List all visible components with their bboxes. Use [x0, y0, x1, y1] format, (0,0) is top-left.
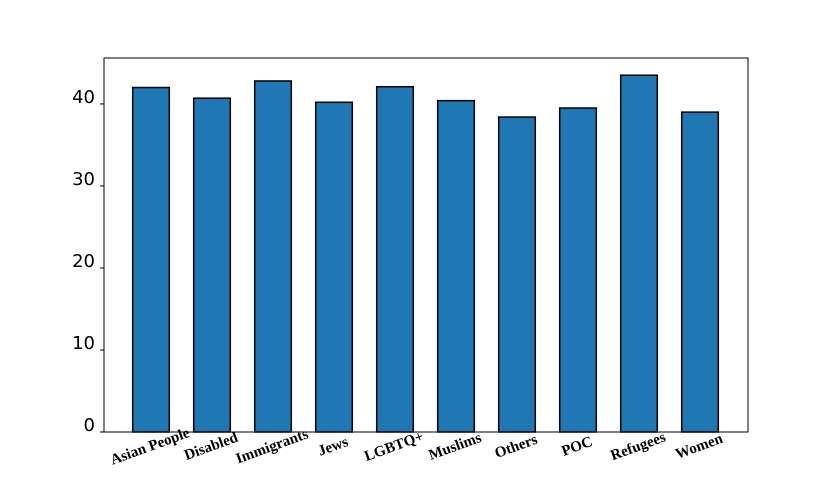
- bar: [253, 80, 293, 433]
- bar: [436, 99, 476, 433]
- y-tick-label: 40: [72, 87, 95, 108]
- bar: [131, 86, 171, 433]
- x-tick-label: LGBTQ+: [362, 429, 426, 465]
- x-tick-label: Others: [493, 432, 540, 462]
- x-tick-label: Refugees: [608, 429, 668, 464]
- bar: [192, 97, 232, 433]
- bar: [680, 111, 720, 433]
- x-tick-label: Jews: [316, 434, 351, 460]
- y-tick-label: 20: [72, 251, 95, 272]
- bar: [314, 101, 354, 433]
- bar: [619, 74, 659, 433]
- bar: [558, 107, 598, 433]
- bar: [497, 116, 537, 433]
- x-tick-label: POC: [560, 434, 595, 460]
- bar: [375, 85, 415, 433]
- x-tick-label: Women: [673, 431, 725, 463]
- y-tick-label: 30: [72, 169, 95, 190]
- x-tick-label: Muslims: [427, 430, 484, 464]
- y-tick-label: 0: [84, 415, 95, 436]
- y-tick-label: 10: [72, 333, 95, 354]
- x-tick-label: Disabled: [182, 430, 241, 464]
- plot-frame: [103, 57, 749, 433]
